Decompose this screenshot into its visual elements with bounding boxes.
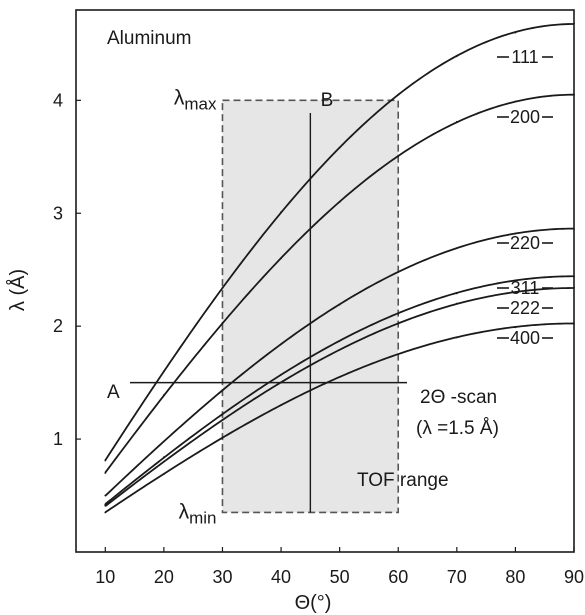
series-point-220 [222,390,224,392]
series-point-200 [222,322,224,324]
tof-range-label: TOF range [357,470,449,491]
series-point-200 [397,155,399,157]
series-point-311 [456,293,458,295]
series-point-111 [456,55,458,57]
curve-label-200: 200 [510,107,540,127]
series-point-311 [339,340,341,342]
series-point-111 [397,94,399,96]
curve-label-111: 111 [511,47,538,67]
x-tick-label-70: 70 [447,567,467,587]
y-tick-label-1: 1 [53,429,63,449]
series-point-220 [397,271,399,273]
y-axis-title: λ (Å) [6,269,29,311]
series-point-200 [280,258,282,260]
series-point-222 [163,461,165,463]
scan-note: 2Θ -scan [420,387,497,408]
series-point-222 [456,303,458,305]
curve-label-222: 222 [510,298,540,318]
lambda-max-label: λmax [174,86,217,113]
x-tick-label-80: 80 [505,567,525,587]
x-tick-label-90: 90 [564,567,584,587]
curve-label-311: 311 [511,278,540,298]
series-point-111 [104,460,106,462]
x-tick-label-20: 20 [154,567,174,587]
series-point-311 [280,374,282,376]
x-tick-label-40: 40 [271,567,291,587]
series-point-222 [222,419,224,421]
series-point-220 [163,440,165,442]
series-point-400 [339,376,341,378]
series-point-111 [280,211,282,213]
series-point-200 [456,121,458,123]
series-point-311 [163,456,165,458]
y-tick-label-3: 3 [53,203,63,223]
y-tick-label-4: 4 [53,90,63,110]
series-point-400 [222,437,224,439]
series-point-111 [163,370,165,372]
series-point-220 [456,247,458,249]
x-axis-title: Θ(°) [295,592,332,614]
series-point-220 [280,343,282,345]
x-tick-label-50: 50 [330,567,350,587]
series-point-220 [339,304,341,306]
series-point-222 [104,505,106,507]
series-point-222 [397,323,399,325]
curve-label-400: 400 [510,328,540,348]
series-point-400 [397,353,399,355]
series-point-400 [104,512,106,514]
x-tick-label-10: 10 [95,567,115,587]
series-point-400 [163,473,165,475]
series-point-311 [397,313,399,315]
series-point-111 [515,32,517,34]
series-point-220 [104,495,106,497]
scan-label-a: A [107,382,120,403]
x-tick-label-60: 60 [388,567,408,587]
series-point-400 [280,404,282,406]
scan-note-lambda: (λ =1.5 Å) [416,418,499,439]
scan-label-b: B [321,90,334,111]
series-point-200 [339,201,341,203]
lambda-min-label: λmin [179,500,217,527]
series-point-200 [163,394,165,396]
x-tick-label-30: 30 [212,567,232,587]
y-tick-label-2: 2 [53,316,63,336]
series-point-222 [339,349,341,351]
series-point-200 [104,472,106,474]
series-point-200 [515,101,517,103]
curve-label-220: 220 [510,233,540,253]
series-point-111 [222,287,224,289]
series-point-400 [456,337,458,339]
chart-title: Aluminum [107,28,191,49]
series-point-311 [222,413,224,415]
series-point-111 [339,147,341,149]
